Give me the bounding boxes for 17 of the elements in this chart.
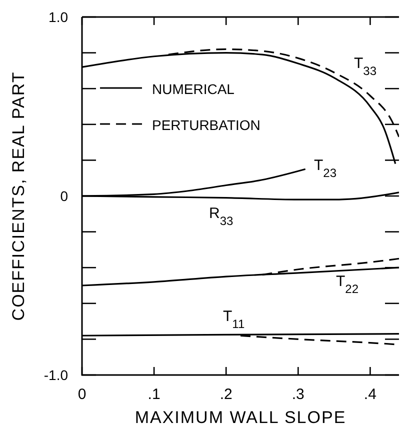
legend-label: NUMERICAL xyxy=(152,81,235,97)
x-axis-title: MAXIMUM WALL SLOPE xyxy=(134,408,346,427)
annotation: T$_{23}$ xyxy=(314,157,337,180)
y-axis-title: COEFFICIENTS, REAL PART xyxy=(9,71,28,321)
y-tick-label: 1.0 xyxy=(48,9,68,25)
x-tick-label: .3 xyxy=(292,386,304,403)
legend-label: PERTURBATION xyxy=(152,117,260,133)
x-tick-label: .1 xyxy=(148,386,160,403)
x-tick-label: 0 xyxy=(78,386,86,403)
x-tick-label: .4 xyxy=(364,386,376,403)
annotation: T$_{33}$ xyxy=(354,55,377,78)
y-tick-label: 0 xyxy=(60,188,68,204)
y-tick-label: -1.0 xyxy=(44,367,68,383)
x-tick-label: .2 xyxy=(220,386,232,403)
annotation: T$_{22}$ xyxy=(336,273,359,296)
annotation: T$_{11}$ xyxy=(223,308,245,331)
annotation: R$_{33}$ xyxy=(209,205,234,228)
